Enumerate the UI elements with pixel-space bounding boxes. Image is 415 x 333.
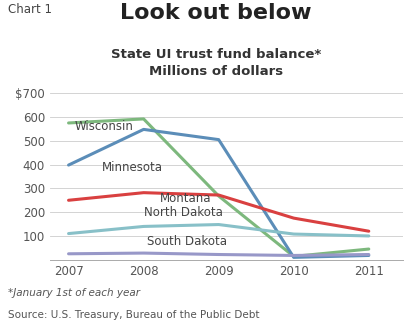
Text: Wisconsin: Wisconsin: [75, 120, 134, 133]
Text: State UI trust fund balance*: State UI trust fund balance*: [111, 48, 321, 61]
Text: Look out below: Look out below: [120, 3, 312, 23]
Text: North Dakota: North Dakota: [144, 206, 222, 219]
Text: Montana: Montana: [160, 192, 212, 205]
Text: South Dakota: South Dakota: [147, 235, 227, 248]
Text: Source: U.S. Treasury, Bureau of the Public Debt: Source: U.S. Treasury, Bureau of the Pub…: [8, 310, 260, 320]
Text: Chart 1: Chart 1: [8, 3, 52, 16]
Text: Minnesota: Minnesota: [103, 161, 164, 173]
Text: Millions of dollars: Millions of dollars: [149, 65, 283, 78]
Text: *January 1st of each year: *January 1st of each year: [8, 288, 140, 298]
